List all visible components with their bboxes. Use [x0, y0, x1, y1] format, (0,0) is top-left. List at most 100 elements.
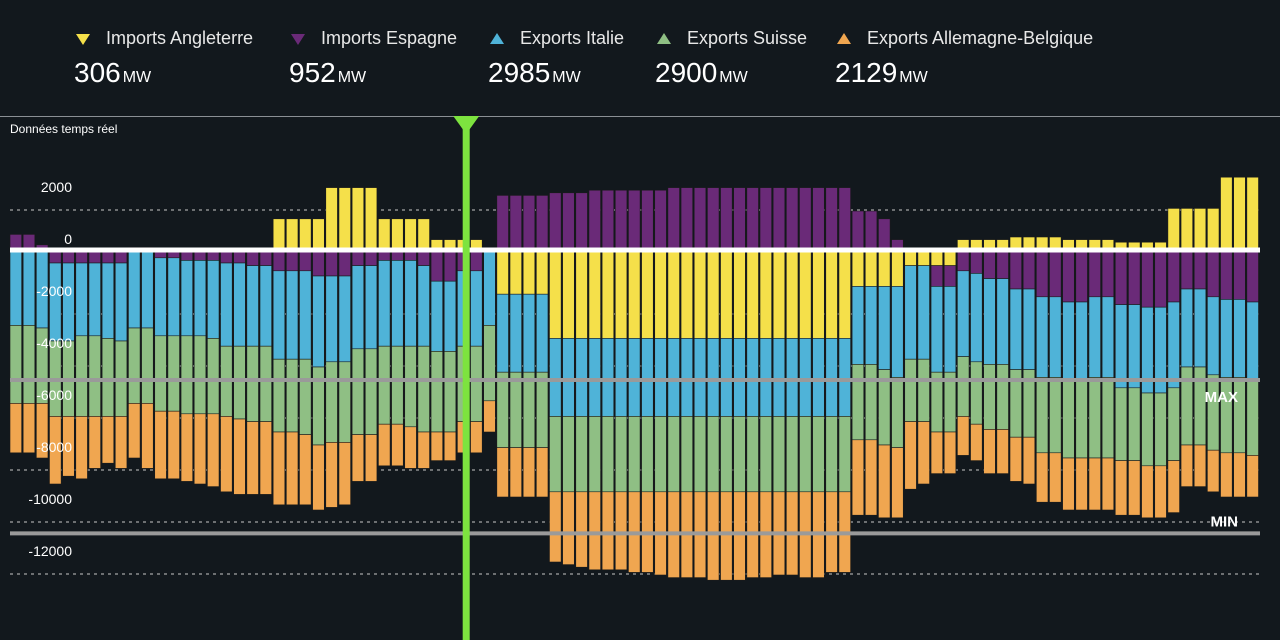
bar-segment	[417, 265, 430, 347]
bar-segment	[167, 335, 180, 412]
bar-segment	[246, 265, 259, 347]
bar-segment	[970, 273, 983, 363]
bar-segment	[838, 187, 851, 251]
bar-segment	[891, 249, 904, 287]
bar-segment	[628, 338, 641, 417]
bar-segment	[878, 218, 891, 251]
bar-segment	[562, 491, 575, 565]
bar-segment	[128, 327, 141, 404]
bar-segment	[1114, 460, 1128, 516]
bar-segment	[1246, 379, 1259, 456]
legend: Imports Angleterre 306 MW Imports Espagne…	[0, 0, 1280, 110]
bar-segment	[917, 421, 930, 485]
bar-segment	[957, 416, 970, 456]
time-cursor[interactable]	[453, 116, 480, 640]
bar-segment	[720, 249, 733, 339]
bar-segment	[272, 358, 286, 433]
legend-label: Imports Espagne	[321, 28, 458, 48]
bar-segment	[575, 338, 588, 417]
bar-segment	[996, 278, 1009, 365]
bar-segment	[904, 358, 917, 422]
bar-segment	[1167, 249, 1180, 303]
bar-segment	[483, 249, 496, 326]
bar-segment	[430, 249, 444, 282]
bar-segment	[549, 192, 562, 251]
bar-segment	[733, 491, 746, 581]
bar-segment	[1114, 387, 1128, 461]
bar-segment	[325, 361, 338, 443]
bar-segment	[1180, 249, 1194, 290]
bar-segment	[1049, 452, 1062, 503]
bar-segment	[364, 187, 378, 251]
bar-segment	[522, 447, 536, 498]
legend-item-exports-suisse[interactable]: Exports Suisse 2900 MW	[655, 28, 807, 89]
bar-segment	[128, 249, 141, 329]
bar-segment	[1220, 176, 1233, 251]
legend-item-imports-angleterre[interactable]: Imports Angleterre 306 MW	[74, 28, 253, 89]
bar-segment	[772, 416, 786, 493]
bar-segment	[864, 439, 878, 516]
bar-segment	[786, 416, 799, 493]
header-divider	[0, 116, 1280, 117]
bar-segment	[509, 249, 522, 295]
y-tick-label: -10000	[28, 491, 72, 507]
bar-segment	[667, 249, 680, 339]
bar-segment	[443, 280, 457, 352]
bar-segment	[549, 416, 562, 493]
bar-segment	[391, 260, 404, 347]
bar-segment	[693, 416, 707, 493]
bar-segment	[1167, 387, 1180, 461]
bar-segment	[351, 434, 365, 482]
bar-segment	[1180, 288, 1194, 368]
bar-segment	[904, 421, 917, 490]
bar-segment	[154, 335, 167, 412]
legend-value: 2900 MW	[655, 57, 748, 88]
bar-segment	[391, 218, 404, 251]
bar-segment	[917, 358, 930, 422]
bar-segment	[588, 249, 601, 339]
bar-segment	[207, 338, 220, 415]
bar-segment	[786, 338, 799, 417]
legend-item-imports-espagne[interactable]: Imports Espagne 952 MW	[289, 28, 457, 89]
bar-segment	[483, 400, 496, 433]
bar-segment	[1233, 299, 1246, 378]
bar-segment	[930, 431, 944, 474]
bar-segment	[1180, 208, 1194, 251]
bar-segment	[720, 416, 733, 493]
bar-segment	[1101, 296, 1115, 378]
bar-segment	[233, 418, 246, 495]
bar-segment	[878, 249, 891, 287]
bar-segment	[680, 338, 694, 417]
bar-segment	[272, 431, 286, 506]
bar-segment	[312, 249, 325, 277]
bar-segment	[351, 265, 365, 350]
bar-segment	[746, 187, 759, 251]
bar-segment	[996, 249, 1009, 279]
bar-segment	[417, 218, 430, 251]
bar-segment	[878, 444, 891, 519]
bar-segment	[351, 348, 365, 435]
cursor-handle-icon	[453, 116, 480, 134]
bar-segment	[1154, 249, 1167, 308]
bar-segment	[1049, 296, 1062, 378]
bar-segment	[588, 416, 601, 493]
bar-segment	[614, 491, 628, 571]
bar-segment	[917, 265, 930, 360]
bar-segment	[9, 249, 22, 326]
bar-segment	[654, 416, 667, 493]
bar-segment	[312, 275, 325, 368]
bar-segment	[430, 351, 444, 433]
bar-segment	[22, 249, 36, 326]
bar-segment	[246, 345, 259, 422]
bar-segment	[378, 260, 391, 347]
legend-item-exports-italie[interactable]: Exports Italie 2985 MW	[488, 28, 624, 89]
bar-segment	[1088, 296, 1101, 378]
bar-segment	[246, 421, 259, 495]
legend-item-exports-allemagne-belgique[interactable]: Exports Allemagne-Belgique 2129 MW	[835, 28, 1093, 89]
bar-segment	[562, 416, 575, 493]
bar-segment	[957, 270, 970, 357]
bar-segment	[509, 447, 522, 498]
bar-segment	[733, 187, 746, 251]
bar-segment	[9, 325, 22, 404]
bar-segment	[101, 262, 115, 339]
